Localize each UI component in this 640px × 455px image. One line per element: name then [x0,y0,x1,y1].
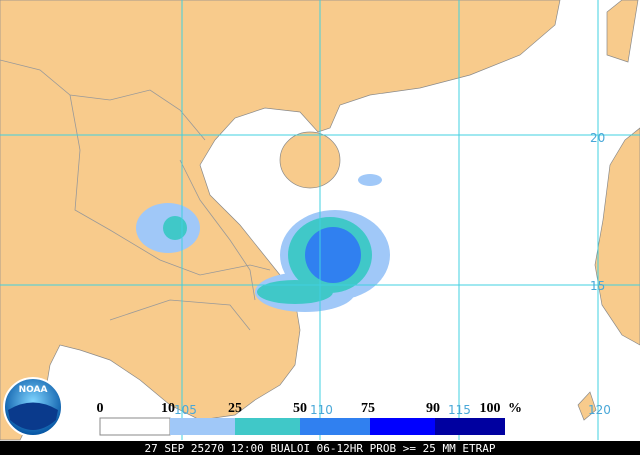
legend-level: 75 [361,401,375,416]
caption: 27 SEP 25270 12:00 BUALOI 06-12HR PROB >… [145,442,496,455]
logo: NOAA [3,377,63,437]
legend-level: 10 [161,401,175,416]
rain-area [305,227,361,283]
rain-area [163,216,187,240]
rain-probability [136,174,390,312]
legend-swatch [170,418,235,435]
logo-text: NOAA [19,385,48,395]
lon-label: 105 [174,403,197,417]
legend-level: 50 [293,401,307,416]
legend-swatch [300,418,370,435]
hainan [279,131,341,189]
legend: 0 10 25 50 75 90 100 % [97,401,522,436]
logo-wave [8,402,58,430]
legend-swatch [435,418,505,435]
legend-level: 100 [480,401,501,416]
lat-label: 20 [590,131,605,145]
border [0,59,206,141]
legend-level: 25 [228,401,242,416]
legend-swatch [99,417,171,436]
caption-bar [0,441,640,455]
lon-label: 115 [448,403,471,417]
legend-level: 0 [97,401,104,416]
island [577,391,597,421]
legend-swatch [235,418,300,435]
lon-label: 120 [588,403,611,417]
border [69,94,271,276]
legend-level: 90 [426,401,440,416]
rain-area [257,280,333,304]
legend-swatch [370,418,435,435]
philippines [594,127,640,346]
border [179,159,256,301]
borders [0,59,271,331]
rain-area [358,174,382,186]
lon-label: 110 [310,403,333,417]
graticule [0,0,640,440]
land [0,0,640,441]
lat-label: 15 [590,279,605,293]
border [109,299,251,331]
legend-unit: % [508,401,522,416]
taiwan [606,0,639,63]
